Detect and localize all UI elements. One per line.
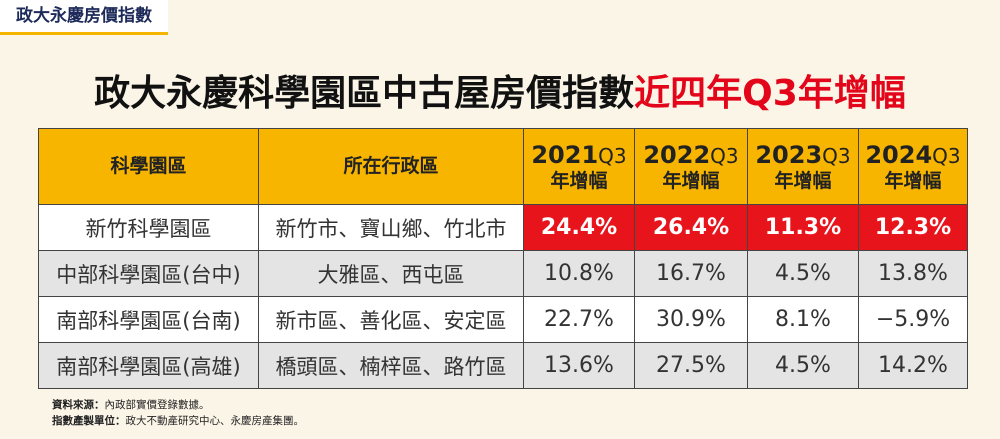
table-row: 南部科學園區(台南) 新市區、善化區、安定區 22.7% 30.9% 8.1% −5.9% xyxy=(38,296,968,343)
text-cell: 大雅區、西屯區 xyxy=(258,250,524,297)
header-quarter: Q3 xyxy=(822,143,851,168)
table-row: 南部科學園區(高雄) 橋頭區、楠梓區、路竹區 13.6% 27.5% 4.5% 14.2% xyxy=(38,342,968,389)
header-year: 2022 xyxy=(643,140,711,169)
text-cell: 中部科學園區(台中) xyxy=(38,250,259,297)
value-cell: 12.3% xyxy=(858,204,968,251)
header-cell: 2023Q3 年增幅 xyxy=(747,128,859,205)
value-cell: 10.8% xyxy=(523,250,635,297)
footer-text: 政大不動產研究中心、永慶房產集團。 xyxy=(125,415,305,427)
text-cell: 南部科學園區(高雄) xyxy=(38,342,259,389)
title-main: 政大永慶科學園區中古屋房價指數 xyxy=(94,73,635,114)
text-cell: 南部科學園區(台南) xyxy=(38,296,259,343)
text-cell: 新竹科學園區 xyxy=(38,204,259,251)
table: 科學園區 所在行政區 2021Q3 年增幅 2022Q3 年增幅 2023Q3 年增幅 20… xyxy=(38,128,968,389)
table-row: 新竹科學園區 新竹市、寶山鄉、竹北市 24.4% 26.4% 11.3% 12.3% xyxy=(38,204,968,251)
header-cell: 科學園區 xyxy=(38,128,259,205)
header-label: 年增幅 xyxy=(884,169,942,192)
footer: 資料來源：內政部實價登錄數據。 指數產製單位：政大不動產研究中心、永慶房產集團。 xyxy=(52,397,304,429)
value-cell: 24.4% xyxy=(523,204,635,251)
table-body: 新竹科學園區 新竹市、寶山鄉、竹北市 24.4% 26.4% 11.3% 12.3% 中部科… xyxy=(38,204,968,389)
footer-line: 資料來源：內政部實價登錄數據。 xyxy=(52,397,304,413)
header-quarter: Q3 xyxy=(598,143,627,168)
value-cell: 26.4% xyxy=(634,204,748,251)
header-label: 年增幅 xyxy=(662,169,720,192)
header-cell: 所在行政區 xyxy=(258,128,524,205)
text-cell: 新竹市、寶山鄉、竹北市 xyxy=(258,204,524,251)
title-highlight: 近四年Q3年增幅 xyxy=(634,73,906,114)
header-quarter: Q3 xyxy=(932,143,961,168)
header-label: 年增幅 xyxy=(550,169,608,192)
value-cell: 14.2% xyxy=(858,342,968,389)
footer-label: 資料來源： xyxy=(52,399,105,411)
header-cell: 2021Q3 年增幅 xyxy=(523,128,635,205)
header-quarter: Q3 xyxy=(710,143,739,168)
title: 政大永慶科學園區中古屋房價指數近四年Q3年增幅 xyxy=(0,64,1000,116)
header-year: 2023 xyxy=(755,140,823,169)
text-cell: 橋頭區、楠梓區、路竹區 xyxy=(258,342,524,389)
table-row: 中部科學園區(台中) 大雅區、西屯區 10.8% 16.7% 4.5% 13.8% xyxy=(38,250,968,297)
value-cell: 4.5% xyxy=(747,250,859,297)
value-cell: 4.5% xyxy=(747,342,859,389)
value-cell: −5.9% xyxy=(858,296,968,343)
value-cell: 8.1% xyxy=(747,296,859,343)
value-cell: 30.9% xyxy=(634,296,748,343)
header-cell: 2024Q3 年增幅 xyxy=(858,128,968,205)
footer-label: 指數產製單位： xyxy=(52,415,126,427)
header-label: 年增幅 xyxy=(774,169,832,192)
value-cell: 16.7% xyxy=(634,250,748,297)
value-cell: 13.8% xyxy=(858,250,968,297)
brand-badge: 政大永慶房價指數 xyxy=(0,0,168,35)
header-cell: 2022Q3 年增幅 xyxy=(634,128,748,205)
header-year: 2021 xyxy=(531,140,599,169)
footer-line: 指數產製單位：政大不動產研究中心、永慶房產集團。 xyxy=(52,413,304,429)
value-cell: 22.7% xyxy=(523,296,635,343)
text-cell: 新市區、善化區、安定區 xyxy=(258,296,524,343)
value-cell: 11.3% xyxy=(747,204,859,251)
header-row: 科學園區 所在行政區 2021Q3 年增幅 2022Q3 年增幅 2023Q3 年增幅 20… xyxy=(38,128,968,205)
value-cell: 13.6% xyxy=(523,342,635,389)
header-year: 2024 xyxy=(865,140,933,169)
footer-text: 內政部實價登錄數據。 xyxy=(104,399,210,411)
value-cell: 27.5% xyxy=(634,342,748,389)
